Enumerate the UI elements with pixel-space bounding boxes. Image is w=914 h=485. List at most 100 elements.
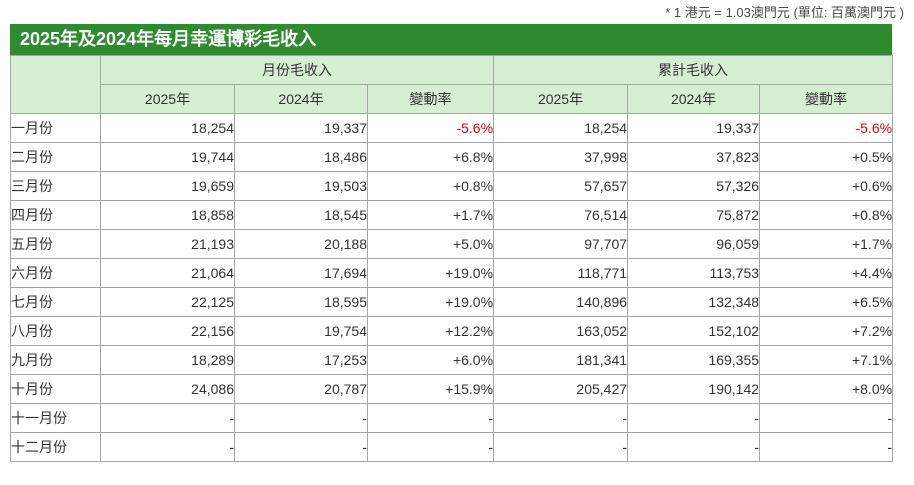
cumulative-2025-value: 181,341 [493, 345, 629, 375]
cumulative-2025-value: 37,998 [493, 142, 629, 172]
cumulative-revenue-group-header: 累計毛收入 [493, 55, 894, 85]
monthly-2025-value: 18,858 [100, 200, 235, 230]
cumulative-2025-value: 76,514 [493, 200, 629, 230]
cumulative-2025-value: 118,771 [493, 258, 629, 288]
month-label: 一月份 [10, 113, 101, 143]
month-label: 十二月份 [10, 432, 101, 462]
cumulative-2024-value: 152,102 [627, 316, 761, 346]
conversion-rate-note: * 1 港元 = 1.03澳門元 (單位: 百萬澳門元 ) [665, 5, 904, 20]
cumulative-2024-value: - [627, 403, 761, 433]
monthly-change-value: +1.7% [366, 200, 495, 230]
month-label: 七月份 [10, 287, 101, 317]
monthly-change-value: - [366, 432, 495, 462]
monthly-2025-value: 22,156 [100, 316, 235, 346]
monthly-2024-value: 19,337 [234, 113, 368, 143]
cumulative-2025-header: 2025年 [493, 84, 629, 114]
revenue-report: 2025年及2024年每月幸運博彩毛收入 月份毛收入 累計毛收入 2025年 2… [10, 24, 894, 462]
table-row: 二月份 19,744 18,486 +6.8% 37,998 37,823 +0… [10, 142, 894, 172]
monthly-change-header: 變動率 [366, 84, 495, 114]
cumulative-2024-value: 169,355 [627, 345, 761, 375]
cumulative-change-value: +0.8% [759, 200, 894, 230]
cumulative-change-value: - [759, 403, 894, 433]
monthly-2025-value: - [100, 432, 235, 462]
monthly-2024-value: 19,754 [234, 316, 368, 346]
month-label: 二月份 [10, 142, 101, 172]
month-label: 五月份 [10, 229, 101, 259]
monthly-2025-value: 18,254 [100, 113, 235, 143]
monthly-change-value: +12.2% [366, 316, 495, 346]
month-label: 十一月份 [10, 403, 101, 433]
cumulative-2025-value: 18,254 [493, 113, 629, 143]
table-row: 八月份 22,156 19,754 +12.2% 163,052 152,102… [10, 316, 894, 346]
table-row: 一月份 18,254 19,337 -5.6% 18,254 19,337 -5… [10, 113, 894, 143]
monthly-change-value: +6.0% [366, 345, 495, 375]
monthly-2025-value: 22,125 [100, 287, 235, 317]
month-label: 八月份 [10, 316, 101, 346]
monthly-change-value: +19.0% [366, 258, 495, 288]
monthly-change-value: +15.9% [366, 374, 495, 404]
cumulative-change-header: 變動率 [759, 84, 894, 114]
table-row: 七月份 22,125 18,595 +19.0% 140,896 132,348… [10, 287, 894, 317]
monthly-2024-value: 18,595 [234, 287, 368, 317]
monthly-2024-value: - [234, 403, 368, 433]
cumulative-2024-value: 190,142 [627, 374, 761, 404]
monthly-2025-header: 2025年 [100, 84, 235, 114]
monthly-2024-value: - [234, 432, 368, 462]
table-row: 十二月份 - - - - - - [10, 432, 894, 462]
gaming-revenue-table: 月份毛收入 累計毛收入 2025年 2024年 變動率 2025年 2024年 … [10, 55, 894, 462]
cumulative-change-value: +8.0% [759, 374, 894, 404]
month-label: 九月份 [10, 345, 101, 375]
cumulative-2025-value: 163,052 [493, 316, 629, 346]
monthly-2024-value: 17,694 [234, 258, 368, 288]
corner-cell [10, 55, 101, 114]
group-header-row: 月份毛收入 累計毛收入 [10, 55, 894, 114]
monthly-change-value: - [366, 403, 495, 433]
cumulative-change-value: +7.2% [759, 316, 894, 346]
cumulative-2024-value: 113,753 [627, 258, 761, 288]
page-title: 2025年及2024年每月幸運博彩毛收入 [10, 24, 892, 55]
monthly-2025-value: 21,064 [100, 258, 235, 288]
cumulative-2025-value: 205,427 [493, 374, 629, 404]
cumulative-2025-value: 97,707 [493, 229, 629, 259]
cumulative-2024-value: 37,823 [627, 142, 761, 172]
table-row: 五月份 21,193 20,188 +5.0% 97,707 96,059 +1… [10, 229, 894, 259]
monthly-2024-value: 19,503 [234, 171, 368, 201]
monthly-2024-value: 20,188 [234, 229, 368, 259]
cumulative-2024-value: 75,872 [627, 200, 761, 230]
cumulative-change-value: +6.5% [759, 287, 894, 317]
monthly-2024-value: 17,253 [234, 345, 368, 375]
cumulative-2025-value: 57,657 [493, 171, 629, 201]
monthly-2024-value: 18,486 [234, 142, 368, 172]
monthly-2025-value: 21,193 [100, 229, 235, 259]
monthly-change-value: +5.0% [366, 229, 495, 259]
cumulative-2025-value: 140,896 [493, 287, 629, 317]
month-label: 三月份 [10, 171, 101, 201]
table-row: 六月份 21,064 17,694 +19.0% 118,771 113,753… [10, 258, 894, 288]
cumulative-2025-value: - [493, 403, 629, 433]
monthly-2024-value: 20,787 [234, 374, 368, 404]
month-label: 四月份 [10, 200, 101, 230]
cumulative-change-value: - [759, 432, 894, 462]
cumulative-2024-value: 132,348 [627, 287, 761, 317]
cumulative-change-value: +0.5% [759, 142, 894, 172]
table-row: 十一月份 - - - - - - [10, 403, 894, 433]
cumulative-change-value: +0.6% [759, 171, 894, 201]
monthly-change-value: +19.0% [366, 287, 495, 317]
cumulative-change-value: +7.1% [759, 345, 894, 375]
month-label: 六月份 [10, 258, 101, 288]
cumulative-2025-value: - [493, 432, 629, 462]
monthly-2025-value: 19,659 [100, 171, 235, 201]
month-label: 十月份 [10, 374, 101, 404]
sub-header-row: 2025年 2024年 變動率 2025年 2024年 變動率 [11, 84, 894, 114]
cumulative-2024-value: - [627, 432, 761, 462]
monthly-change-value: +0.8% [366, 171, 495, 201]
table-row: 九月份 18,289 17,253 +6.0% 181,341 169,355 … [10, 345, 894, 375]
table-row: 十月份 24,086 20,787 +15.9% 205,427 190,142… [10, 374, 894, 404]
monthly-change-value: +6.8% [366, 142, 495, 172]
cumulative-2024-value: 57,326 [627, 171, 761, 201]
monthly-2025-value: - [100, 403, 235, 433]
table-row: 四月份 18,858 18,545 +1.7% 76,514 75,872 +0… [10, 200, 894, 230]
cumulative-2024-value: 19,337 [627, 113, 761, 143]
cumulative-change-value: +1.7% [759, 229, 894, 259]
monthly-2024-value: 18,545 [234, 200, 368, 230]
